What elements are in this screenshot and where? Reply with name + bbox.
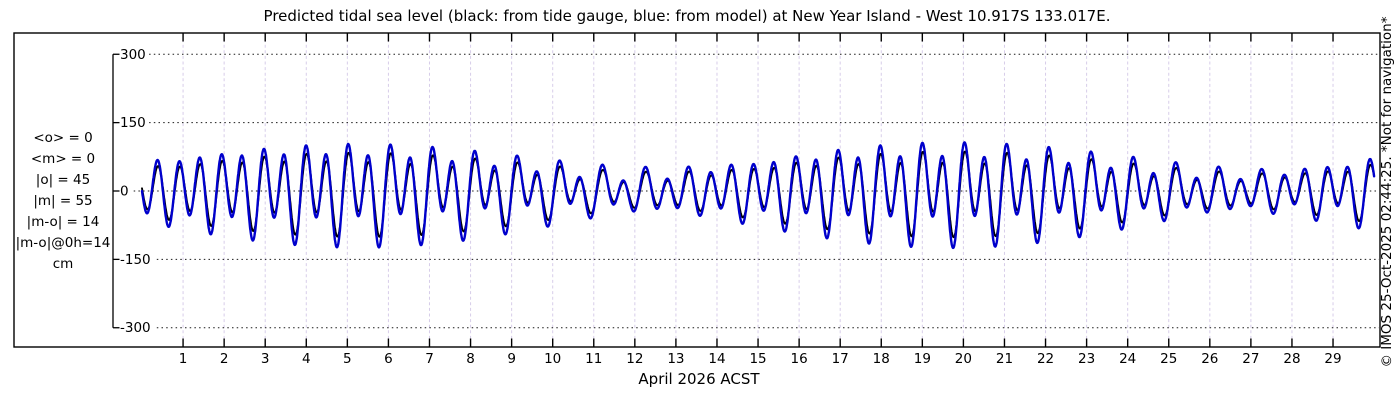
- day-tick-label: 2: [220, 351, 229, 367]
- stat-line-abs-o: |o| = 45: [35, 172, 91, 188]
- day-tick-label: 19: [914, 351, 931, 367]
- plot-border: [13, 32, 1381, 348]
- day-tick-label: 8: [466, 351, 475, 367]
- watermark-copyright: © IMOS 25-Oct-2025 02:44:25. *Not for na…: [1379, 16, 1395, 368]
- day-tick-label: 14: [708, 351, 725, 367]
- day-tick-label: 23: [1078, 351, 1095, 367]
- y-tick-label: -150: [120, 252, 151, 268]
- day-tick-label: 5: [343, 351, 352, 367]
- stat-line-abs-mo: |m-o| = 14: [26, 214, 100, 230]
- day-tick-label: 25: [1160, 351, 1177, 367]
- chart-title: Predicted tidal sea level (black: from t…: [263, 7, 1111, 25]
- x-axis-label: April 2026 ACST: [638, 370, 760, 388]
- day-tick-label: 18: [873, 351, 890, 367]
- day-tick-label: 16: [791, 351, 808, 367]
- day-tick-label: 11: [585, 351, 602, 367]
- y-tick-label: 300: [120, 47, 146, 63]
- stats-panel: <o> = 0 <m> = 0 |o| = 45 |m| = 55 |m-o| …: [10, 128, 116, 275]
- y-tick-label: -300: [120, 320, 151, 336]
- stat-line-units: cm: [52, 256, 74, 272]
- stat-line-mean-o: <o> = 0: [33, 130, 93, 146]
- y-tick-label: 0: [120, 184, 129, 200]
- day-tick-label: 17: [832, 351, 849, 367]
- day-tick-label: 10: [544, 351, 561, 367]
- stat-line-mean-m: <m> = 0: [30, 151, 96, 167]
- day-tick-label: 13: [667, 351, 684, 367]
- day-tick-label: 22: [1037, 351, 1054, 367]
- day-tick-label: 12: [626, 351, 643, 367]
- day-tick-label: 9: [507, 351, 516, 367]
- stat-line-abs-m: |m| = 55: [33, 193, 93, 209]
- day-tick-label: 4: [302, 351, 311, 367]
- day-tick-label: 20: [955, 351, 972, 367]
- day-tick-label: 26: [1201, 351, 1218, 367]
- series-model-line: [140, 141, 1376, 250]
- day-tick-label: 6: [384, 351, 393, 367]
- day-tick-label: 24: [1119, 351, 1136, 367]
- day-tick-label: 3: [261, 351, 270, 367]
- y-tick-label: 150: [120, 115, 146, 131]
- day-tick-label: 1: [179, 351, 188, 367]
- day-tick-label: 27: [1242, 351, 1259, 367]
- day-tick-label: 7: [425, 351, 434, 367]
- stat-line-abs-mo0h: |m-o|@0h=14: [15, 235, 111, 251]
- day-tick-label: 29: [1324, 351, 1341, 367]
- day-tick-label: 15: [749, 351, 766, 367]
- day-tick-label: 21: [996, 351, 1013, 367]
- day-tick-label: 28: [1283, 351, 1300, 367]
